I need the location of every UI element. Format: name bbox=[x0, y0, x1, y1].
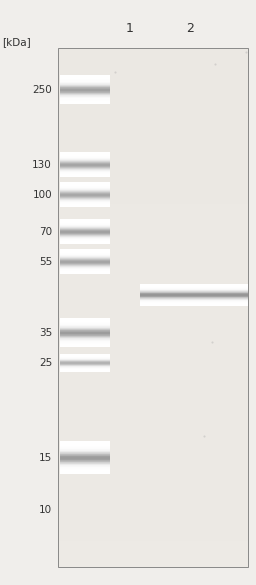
Bar bbox=[58, 230, 248, 243]
Bar bbox=[58, 48, 248, 61]
Text: 10: 10 bbox=[39, 505, 52, 515]
Bar bbox=[58, 139, 248, 152]
Text: 100: 100 bbox=[32, 190, 52, 200]
Bar bbox=[60, 458, 110, 459]
Bar bbox=[58, 61, 248, 74]
Bar bbox=[58, 515, 248, 528]
Text: 130: 130 bbox=[32, 160, 52, 170]
Bar bbox=[58, 256, 248, 269]
Bar bbox=[58, 398, 248, 411]
Bar bbox=[58, 87, 248, 100]
Bar bbox=[60, 456, 110, 457]
Bar bbox=[58, 373, 248, 386]
Text: 15: 15 bbox=[39, 453, 52, 463]
Text: 1: 1 bbox=[126, 22, 134, 35]
Bar bbox=[60, 444, 110, 445]
Bar bbox=[58, 308, 248, 321]
Bar bbox=[58, 113, 248, 126]
Bar bbox=[60, 466, 110, 467]
Bar bbox=[58, 554, 248, 567]
Bar bbox=[58, 152, 248, 165]
Bar bbox=[58, 216, 248, 230]
Bar bbox=[60, 443, 110, 444]
Bar bbox=[58, 178, 248, 191]
Bar bbox=[58, 437, 248, 450]
Bar bbox=[60, 462, 110, 463]
Text: 2: 2 bbox=[186, 22, 194, 35]
Bar bbox=[60, 453, 110, 454]
Bar bbox=[58, 321, 248, 333]
Bar bbox=[58, 204, 248, 216]
Bar bbox=[60, 459, 110, 460]
Bar bbox=[58, 386, 248, 398]
Bar bbox=[58, 346, 248, 359]
Bar bbox=[60, 457, 110, 458]
Bar bbox=[60, 452, 110, 453]
Text: 35: 35 bbox=[39, 328, 52, 338]
Text: [kDa]: [kDa] bbox=[2, 37, 31, 47]
Bar bbox=[60, 472, 110, 473]
Bar bbox=[58, 359, 248, 373]
Bar bbox=[58, 424, 248, 437]
Bar bbox=[58, 450, 248, 463]
Bar bbox=[60, 450, 110, 451]
Bar bbox=[60, 473, 110, 474]
Bar bbox=[60, 451, 110, 452]
Bar bbox=[58, 48, 248, 567]
Bar bbox=[60, 471, 110, 472]
Bar bbox=[58, 333, 248, 346]
Bar bbox=[58, 541, 248, 554]
Bar bbox=[58, 476, 248, 489]
Bar bbox=[60, 448, 110, 449]
Bar bbox=[60, 464, 110, 465]
Bar bbox=[60, 445, 110, 446]
Bar bbox=[58, 100, 248, 113]
Bar bbox=[58, 126, 248, 139]
Bar bbox=[60, 455, 110, 456]
Bar bbox=[58, 411, 248, 424]
Text: 70: 70 bbox=[39, 227, 52, 237]
Bar bbox=[60, 465, 110, 466]
Text: 55: 55 bbox=[39, 257, 52, 267]
Bar bbox=[60, 449, 110, 450]
Bar bbox=[60, 461, 110, 462]
Bar bbox=[60, 460, 110, 461]
Bar bbox=[58, 294, 248, 308]
Bar bbox=[60, 469, 110, 470]
Bar bbox=[58, 243, 248, 256]
Bar bbox=[60, 463, 110, 464]
Bar bbox=[60, 470, 110, 471]
Bar bbox=[60, 468, 110, 469]
Text: 25: 25 bbox=[39, 358, 52, 368]
Text: 250: 250 bbox=[32, 85, 52, 95]
Bar bbox=[60, 454, 110, 455]
Bar bbox=[60, 447, 110, 448]
Bar bbox=[58, 463, 248, 476]
Bar bbox=[58, 165, 248, 178]
Bar bbox=[58, 191, 248, 204]
Bar bbox=[60, 446, 110, 447]
Bar bbox=[58, 269, 248, 281]
Bar bbox=[60, 442, 110, 443]
Bar bbox=[60, 467, 110, 468]
Bar bbox=[58, 281, 248, 294]
Bar bbox=[58, 489, 248, 502]
Bar bbox=[58, 528, 248, 541]
Bar bbox=[58, 74, 248, 87]
Bar bbox=[58, 502, 248, 515]
